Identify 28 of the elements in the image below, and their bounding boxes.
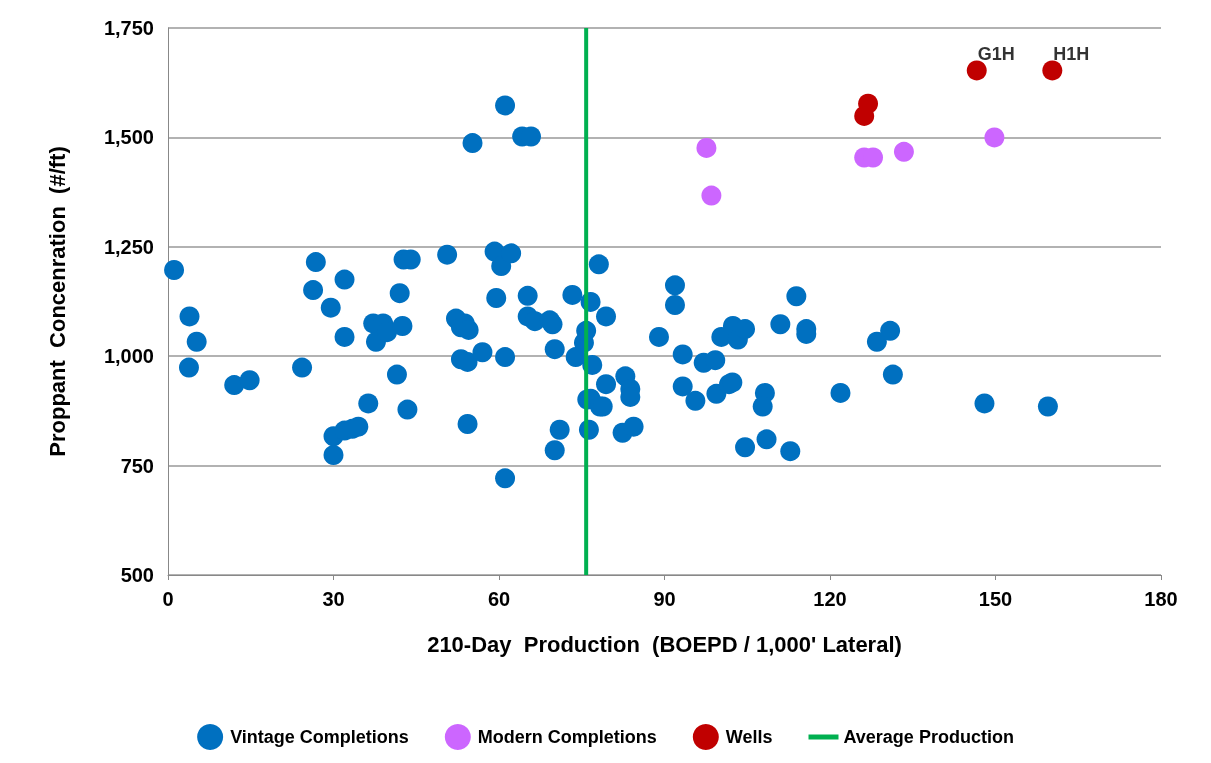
x-tick-label: 90 xyxy=(653,588,676,610)
y-axis-title: Proppant Concenration (#/ft) xyxy=(44,146,70,457)
x-axis-title: 210-Day Production (BOEPD / 1,000' Lateral) xyxy=(427,631,902,657)
point xyxy=(984,127,1005,148)
x-tick-label: 0 xyxy=(162,588,174,610)
point xyxy=(701,185,722,206)
y-tick-label: 1,500 xyxy=(103,126,154,149)
annotation: G1H xyxy=(977,44,1015,65)
x-tick-label: 60 xyxy=(487,588,511,610)
x-tick-label: 120 xyxy=(813,588,847,610)
x-tick-label: 150 xyxy=(978,588,1013,610)
legend-label: Modern Completions xyxy=(477,727,657,747)
y-tick-label: 750 xyxy=(120,454,154,477)
y-tick-label: 1,250 xyxy=(103,235,154,258)
legend-label: Vintage Completions xyxy=(230,727,409,747)
annotation: H1H xyxy=(1053,44,1090,65)
point xyxy=(858,93,879,114)
point xyxy=(696,137,717,158)
y-tick-label: 1,000 xyxy=(103,345,154,368)
x-tick-label: 180 xyxy=(1144,588,1178,610)
legend-label: Wells xyxy=(725,727,773,747)
y-tick-label: 1,750 xyxy=(103,17,154,39)
y-tick-label: 500 xyxy=(120,564,154,586)
x-tick-label: 30 xyxy=(322,588,345,610)
point xyxy=(1042,60,1063,81)
point xyxy=(893,141,914,162)
point xyxy=(966,60,987,81)
legend-label: Average Production xyxy=(843,727,1014,747)
